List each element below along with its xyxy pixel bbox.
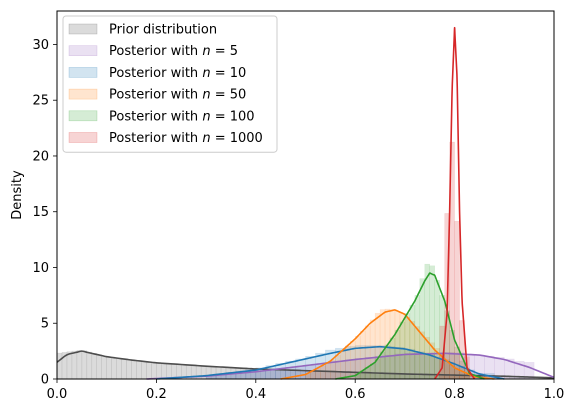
x-tick-label: 0.2 bbox=[146, 387, 167, 402]
hist-bar bbox=[434, 280, 440, 380]
hist-bar bbox=[146, 361, 152, 380]
hist-bar bbox=[56, 352, 63, 380]
hist-bar bbox=[404, 313, 411, 380]
hist-bar bbox=[335, 355, 341, 380]
legend-n-symbol: n bbox=[202, 88, 210, 103]
hist-bar bbox=[116, 357, 122, 380]
hist-bar bbox=[171, 363, 177, 380]
legend-item: Posterior with n = 10 bbox=[68, 66, 246, 81]
hist-bar bbox=[76, 350, 83, 380]
y-axis-label: Density bbox=[10, 170, 25, 220]
legend-n-value: = 50 bbox=[211, 88, 247, 103]
legend-n-value: = 100 bbox=[211, 109, 255, 124]
x-tick-label: 0.6 bbox=[345, 387, 366, 402]
hist-bar bbox=[419, 278, 426, 380]
legend-swatch bbox=[68, 23, 98, 35]
y-tick-label: 30 bbox=[32, 38, 49, 53]
legend-label: Posterior with n = 10 bbox=[109, 66, 246, 81]
x-tick-label: 0.0 bbox=[47, 387, 68, 402]
legend-n-symbol: n bbox=[202, 44, 210, 59]
legend-frame bbox=[62, 15, 278, 153]
hist-bar bbox=[141, 361, 147, 380]
y-axis: 0 5 10 15 20 25 30 bbox=[32, 38, 57, 388]
kde-curve bbox=[280, 309, 495, 380]
legend-item: Posterior with n = 50 bbox=[68, 88, 246, 103]
legend-label: Posterior with n = 5 bbox=[109, 44, 238, 59]
legend-label: Posterior with n = 1000 bbox=[109, 131, 263, 146]
hist-bar bbox=[424, 263, 430, 380]
y-tick-label: 10 bbox=[32, 261, 49, 276]
hist-bar bbox=[429, 265, 435, 380]
legend-n-value: = 10 bbox=[211, 66, 247, 81]
hist-bar bbox=[414, 295, 421, 380]
legend-n-symbol: n bbox=[202, 109, 210, 124]
hist-bar bbox=[106, 356, 112, 380]
y-tick-label: 15 bbox=[32, 205, 49, 220]
legend-swatch bbox=[68, 132, 98, 143]
kde-curves-layer bbox=[56, 26, 555, 380]
kde-curve bbox=[434, 26, 476, 380]
y-tick-label: 20 bbox=[32, 149, 49, 164]
legend-item: Posterior with n = 100 bbox=[68, 109, 255, 124]
legend-item: Posterior with n = 1000 bbox=[68, 131, 263, 146]
plot-frame bbox=[56, 10, 555, 380]
hist-bar bbox=[151, 362, 157, 380]
hist-bar bbox=[86, 351, 93, 380]
hist-bar bbox=[96, 354, 102, 380]
hist-bar bbox=[91, 353, 98, 380]
hist-bar bbox=[340, 350, 346, 380]
hist-bar bbox=[81, 350, 88, 380]
x-tick-label: 0.8 bbox=[444, 387, 465, 402]
legend-label: Prior distribution bbox=[109, 23, 217, 38]
hist-bar bbox=[315, 368, 321, 380]
legend-swatch bbox=[68, 67, 98, 78]
legend-swatch bbox=[68, 110, 98, 122]
legend-n-value: = 1000 bbox=[211, 131, 263, 146]
hist-bar bbox=[369, 363, 376, 380]
x-tick-label: 1.0 bbox=[544, 387, 565, 402]
hist-bar bbox=[66, 351, 73, 380]
legend-item: Posterior with n = 5 bbox=[68, 44, 238, 59]
hist-bar bbox=[131, 359, 137, 380]
hist-bar bbox=[121, 358, 127, 380]
legend-n-symbol: n bbox=[202, 131, 210, 146]
hist-bar bbox=[111, 357, 117, 380]
y-tick-label: 5 bbox=[41, 317, 49, 332]
y-tick-label: 0 bbox=[41, 373, 49, 388]
hist-bar bbox=[136, 360, 142, 380]
hist-bar bbox=[126, 359, 132, 380]
x-axis: 0.0 0.2 0.4 0.6 0.8 1.0 bbox=[47, 379, 565, 402]
hist-bar bbox=[454, 220, 460, 380]
legend-swatch bbox=[68, 88, 98, 100]
hist-bar bbox=[156, 362, 162, 380]
y-tick-label: 25 bbox=[32, 94, 49, 109]
kde-curve bbox=[335, 272, 485, 380]
legend-item: Prior distribution bbox=[68, 23, 217, 38]
hist-bar bbox=[101, 355, 107, 380]
legend-label: Posterior with n = 50 bbox=[109, 88, 246, 103]
legend: Prior distribution Posterior with n = 5 Po… bbox=[62, 15, 278, 153]
hist-bar bbox=[399, 321, 406, 380]
legend-swatch bbox=[68, 45, 98, 57]
legend-n-symbol: n bbox=[202, 66, 210, 81]
legend-n-value: = 5 bbox=[211, 44, 238, 59]
hist-bar bbox=[320, 365, 326, 380]
x-tick-label: 0.4 bbox=[245, 387, 266, 402]
legend-label: Posterior with n = 100 bbox=[109, 109, 255, 124]
hist-bar bbox=[161, 363, 167, 380]
hist-bar bbox=[409, 304, 416, 380]
hist-bar bbox=[166, 363, 172, 380]
hist-bar bbox=[71, 350, 78, 380]
